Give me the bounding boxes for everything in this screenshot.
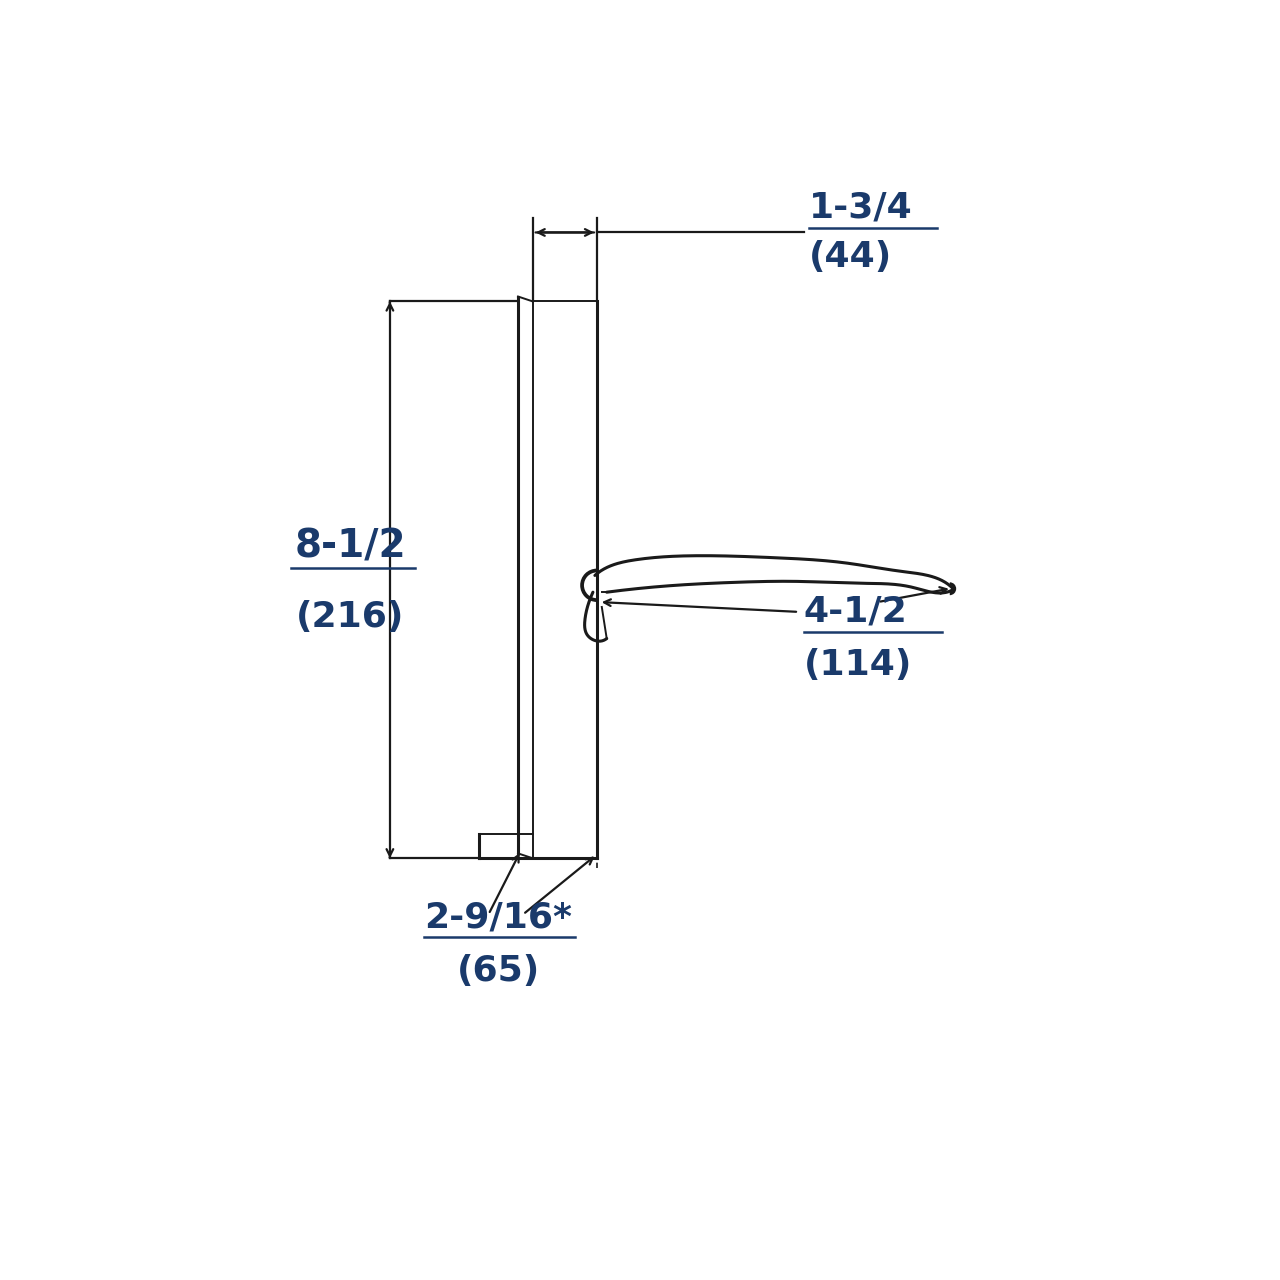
Text: (216): (216) [296,599,404,634]
Text: (44): (44) [809,241,892,274]
Text: 1-3/4: 1-3/4 [809,191,913,224]
Text: (114): (114) [804,649,913,682]
Text: 2-9/16*: 2-9/16* [424,900,572,934]
Text: (65): (65) [457,954,540,988]
Text: 4-1/2: 4-1/2 [804,595,908,628]
Text: 8-1/2: 8-1/2 [294,527,406,564]
